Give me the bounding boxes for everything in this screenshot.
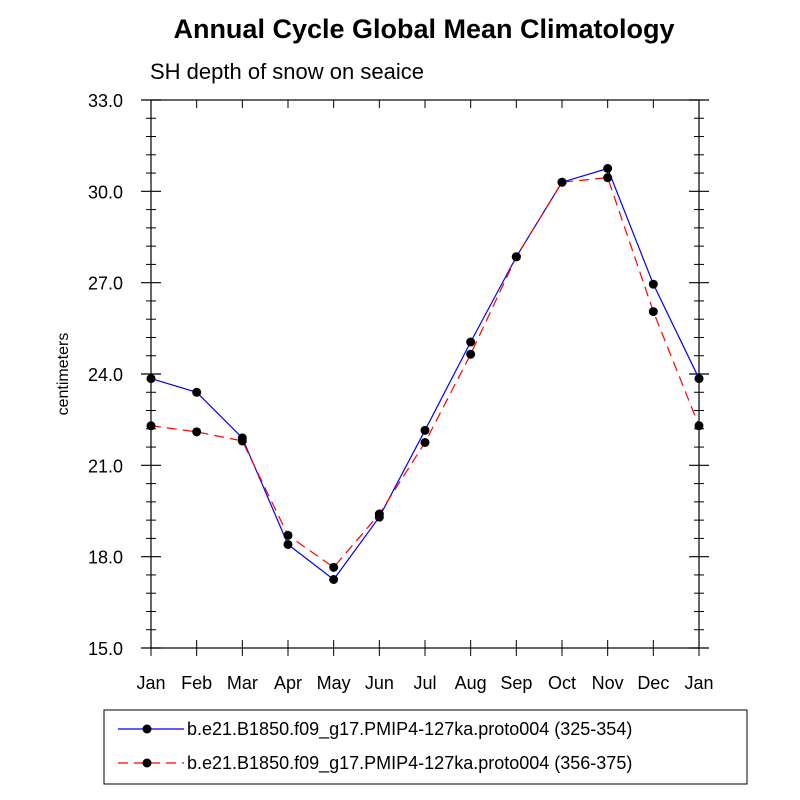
legend-marker-2 (142, 758, 152, 768)
x-tick-label: Aug (455, 673, 487, 693)
chart-subtitle: SH depth of snow on seaice (150, 59, 424, 84)
y-tick-label: 30.0 (88, 182, 123, 202)
y-tick-label: 18.0 (88, 548, 123, 568)
series-1-point (283, 539, 293, 549)
y-tick-label: 27.0 (88, 274, 123, 294)
x-tick-label: Jun (365, 673, 394, 693)
legend-box (103, 709, 748, 785)
x-tick-label: Jan (136, 673, 165, 693)
series-2-point (374, 509, 384, 519)
series-2-point (237, 436, 247, 446)
series-2-point (694, 421, 704, 431)
legend-label-2: b.e21.B1850.f09_g17.PMIP4-127ka.proto004… (187, 753, 632, 774)
chart-title: Annual Cycle Global Mean Climatology (173, 14, 674, 44)
axis-ticks: Jan Feb Mar Apr May Jun Jul Aug Sep Oct Nov Dec Jan 1… (88, 91, 714, 693)
series-2-point (466, 349, 476, 359)
series-group (146, 164, 704, 584)
series-1-point (192, 387, 202, 397)
x-tick-label: Dec (637, 673, 669, 693)
y-axis-label: centimeters (55, 333, 72, 416)
x-tick-label: Mar (227, 673, 258, 693)
series-line-2 (150, 176, 700, 569)
series-1-point (420, 425, 430, 435)
series-2-point (146, 421, 156, 431)
series-2-point (192, 427, 202, 437)
series-1-point (694, 374, 704, 384)
series-1-point (648, 279, 658, 289)
series-1-point (146, 374, 156, 384)
series-2-point (420, 438, 430, 447)
series-2-point (557, 177, 567, 187)
x-tick-label: May (317, 673, 351, 693)
plot-frame (150, 99, 700, 649)
series-1-point (603, 164, 613, 173)
series-line-1 (150, 167, 700, 581)
series-2-point (329, 562, 339, 572)
y-tick-label: 15.0 (88, 639, 123, 659)
x-tick-label: Jul (413, 673, 436, 693)
y-tick-label: 33.0 (88, 91, 123, 111)
series-2-point (603, 173, 613, 183)
x-tick-label: Feb (181, 673, 212, 693)
x-tick-label: Sep (500, 673, 532, 693)
series-2-point (648, 307, 658, 317)
y-tick-label: 24.0 (88, 365, 123, 385)
series-2-point (283, 530, 293, 540)
series-1-point (466, 337, 476, 347)
x-tick-label: Apr (274, 673, 302, 693)
legend: b.e21.B1850.f09_g17.PMIP4-127ka.proto004… (103, 709, 748, 785)
y-tick-label: 21.0 (88, 456, 123, 476)
series-2-point (511, 252, 521, 262)
legend-marker-1 (142, 724, 152, 734)
series-1-point (329, 575, 339, 584)
legend-label-1: b.e21.B1850.f09_g17.PMIP4-127ka.proto004… (187, 719, 632, 740)
x-tick-label: Nov (592, 673, 624, 693)
x-tick-label: Jan (684, 673, 713, 693)
x-tick-label: Oct (548, 673, 576, 693)
